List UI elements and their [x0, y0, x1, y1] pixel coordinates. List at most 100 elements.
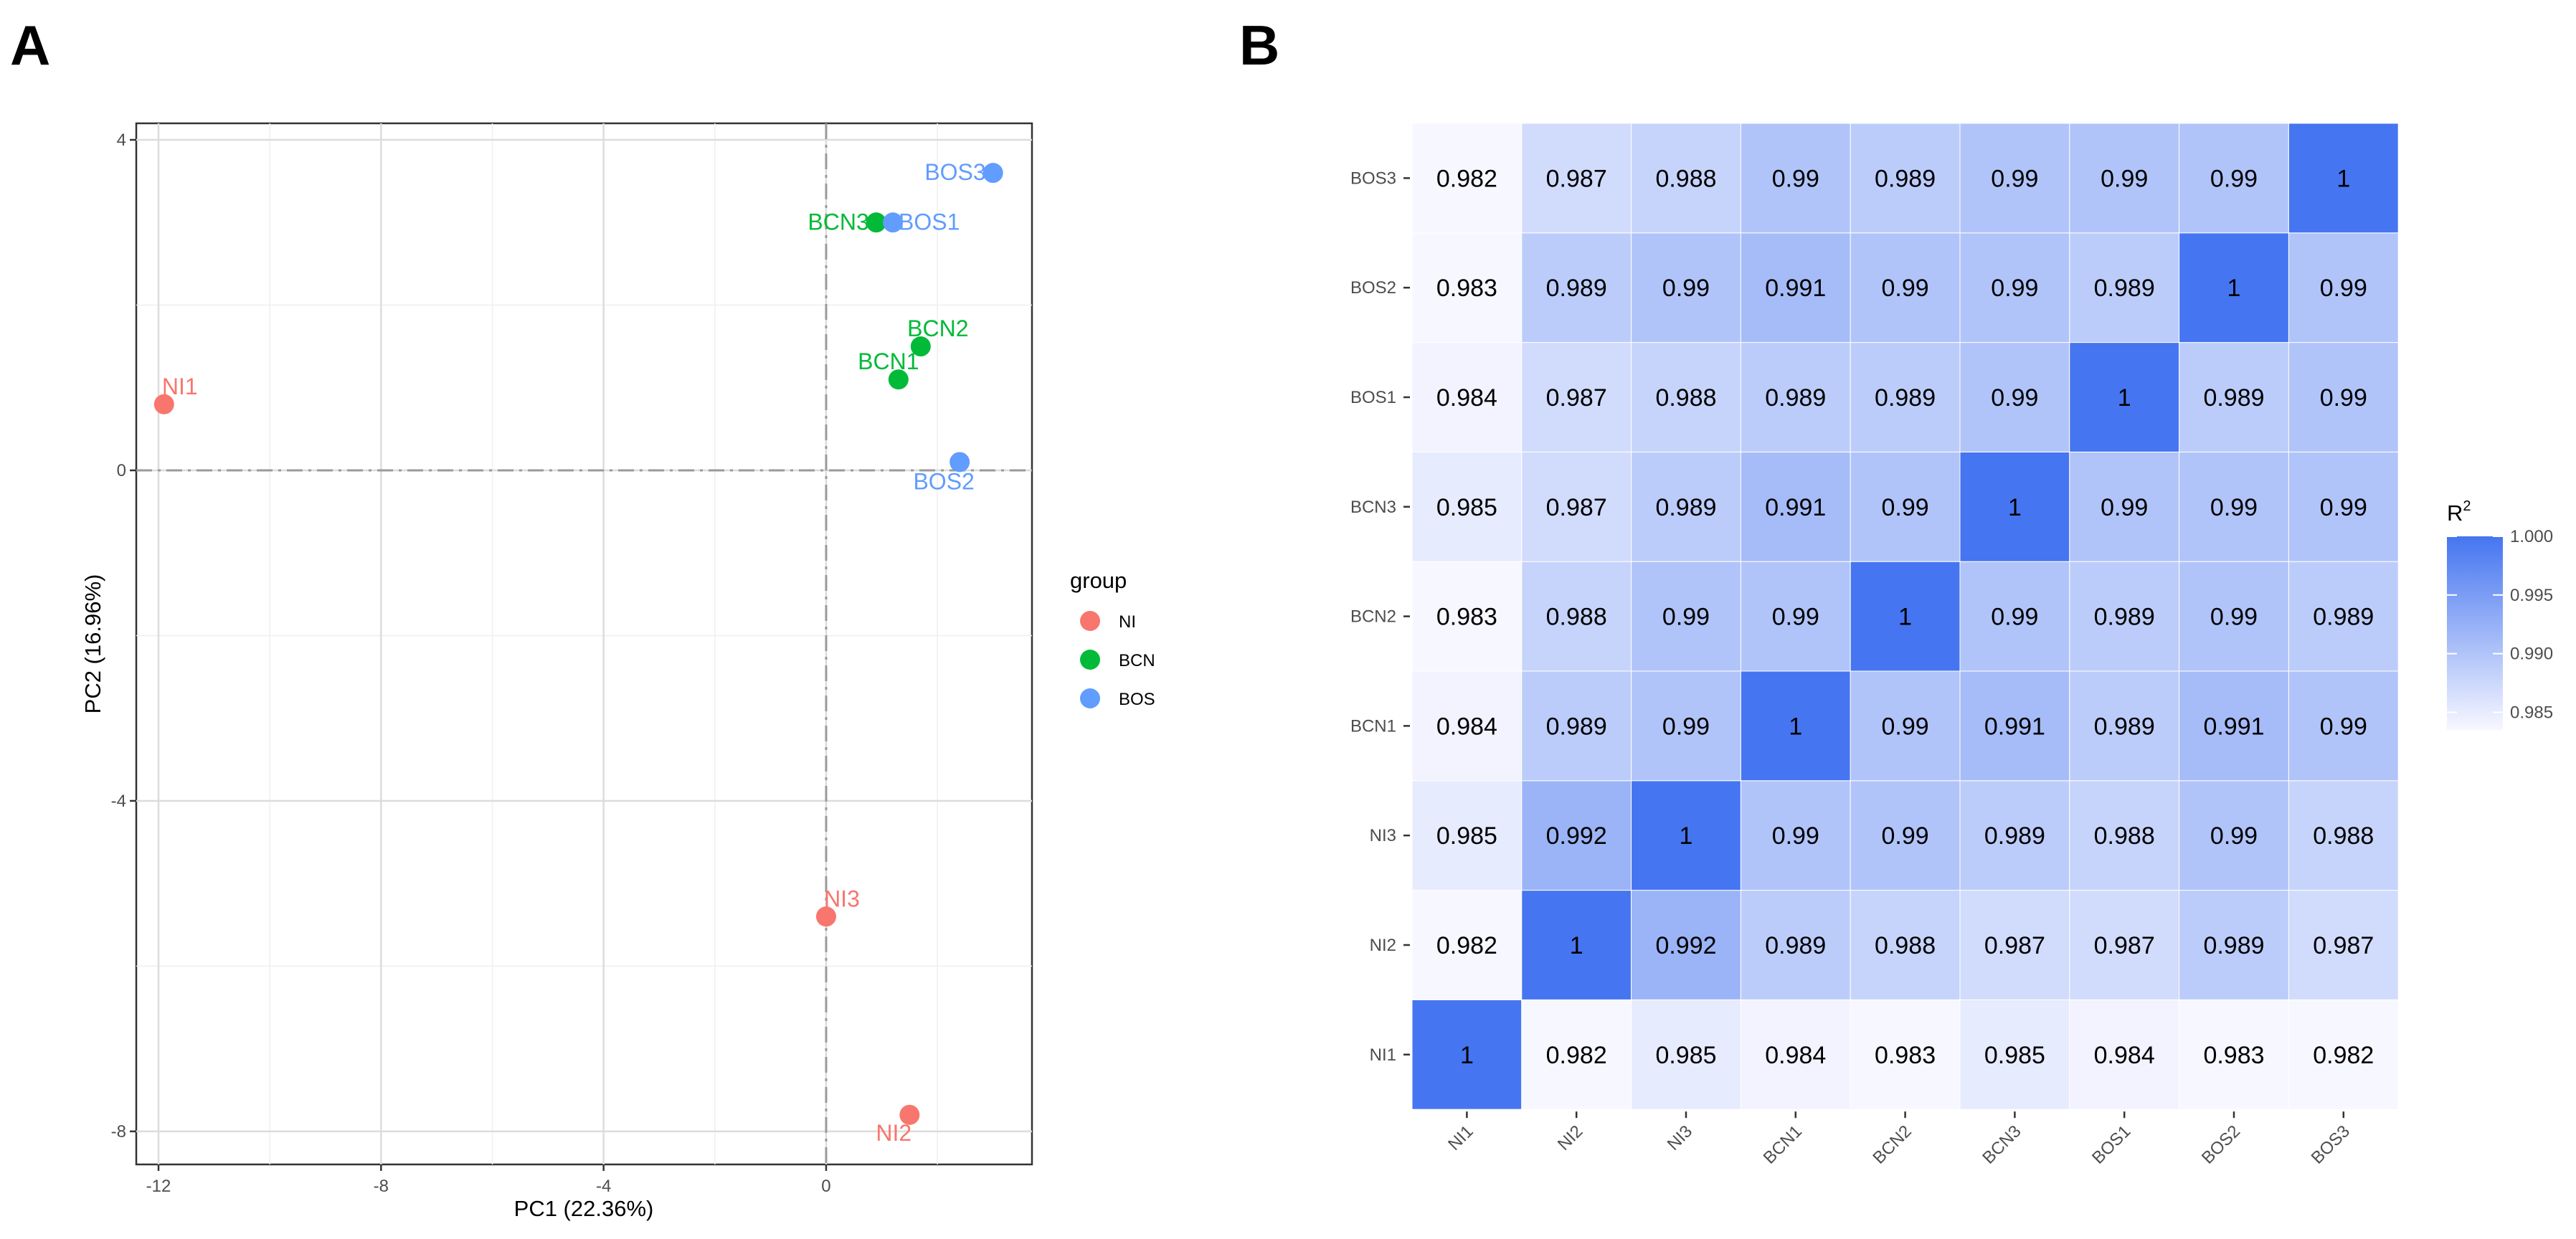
- legend-label-ni: NI: [1119, 612, 1136, 632]
- heatmap-cell-bcn2-bos1: [2069, 561, 2180, 672]
- heatmap-value-bcn2-bos2: 0.99: [2210, 604, 2258, 631]
- heatmap-value-bcn2-bos3: 0.989: [2313, 604, 2374, 631]
- heatmap-y-label-bcn1: BCN1: [1350, 716, 1396, 736]
- heatmap-cell-bcn3-bos2: [2179, 451, 2289, 562]
- heatmap-value-bos2-bos3: 0.99: [2320, 275, 2367, 302]
- heatmap-cell-ni2-bos3: [2288, 890, 2399, 1000]
- y-tick-label: -4: [111, 792, 126, 811]
- heatmap-cell-bos1-bos3: [2288, 342, 2399, 452]
- point-label-bos3: BOS3: [924, 159, 985, 185]
- y-tick-label: -8: [111, 1122, 126, 1141]
- point-ni3: [815, 906, 836, 927]
- heatmap-value-bcn3-bos3: 0.99: [2320, 494, 2367, 521]
- heatmap-y-label-bos2: BOS2: [1350, 278, 1396, 298]
- heatmap-cell-bos2-bos1: [2069, 232, 2180, 343]
- heatmap-value-bos1-ni3: 0.988: [1655, 384, 1716, 412]
- legend-title: group: [1070, 568, 1127, 593]
- x-tick-label: 0: [821, 1177, 830, 1196]
- heatmap-value-ni1-bos3: 0.982: [2313, 1042, 2374, 1069]
- heatmap-cell-bos1-bcn1: [1740, 342, 1851, 452]
- panel-a-label: A: [10, 14, 50, 77]
- heatmap-value-bcn2-bcn1: 0.99: [1772, 604, 1819, 631]
- heatmap-value-ni3-bcn1: 0.99: [1772, 822, 1819, 850]
- heatmap-value-ni1-bos1: 0.984: [2094, 1042, 2155, 1069]
- colorbar-tick-label: 0.985: [2510, 703, 2553, 722]
- point-label-bcn3: BCN3: [808, 209, 868, 234]
- heatmap-value-bcn1-bcn2: 0.99: [1882, 713, 1929, 740]
- heatmap-value-bos1-bos1: 1: [2118, 384, 2131, 412]
- heatmap-colorbar: R2 0.985 0.990 0.995 1.000: [2447, 498, 2553, 730]
- heatmap-cell-ni2-ni3: [1631, 890, 1741, 1000]
- heatmap-y-label-ni3: NI3: [1370, 826, 1396, 845]
- heatmap-cell-bcn1-bos3: [2288, 670, 2399, 782]
- heatmap-value-ni1-bcn1: 0.984: [1765, 1042, 1826, 1069]
- heatmap-cell-ni1-ni3: [1631, 999, 1741, 1110]
- heatmap-cell-ni1-bos2: [2179, 999, 2289, 1110]
- heatmap-value-bcn2-bcn2: 1: [1898, 604, 1912, 631]
- heatmap-value-ni2-ni1: 0.982: [1436, 932, 1497, 959]
- heatmap-cell-bos1-bos2: [2179, 342, 2289, 452]
- heatmap-value-ni1-ni2: 0.982: [1546, 1042, 1607, 1069]
- heatmap-cell-bos2-ni2: [1521, 232, 1632, 343]
- heatmap-cell-ni2-ni2: [1521, 890, 1632, 1000]
- heatmap-cell-bos3-bos3: [2288, 123, 2399, 234]
- point-bcn3: [866, 212, 886, 233]
- heatmap-x-label-bos3: BOS3: [2308, 1121, 2354, 1167]
- heatmap-cell-bcn2-bcn1: [1740, 561, 1851, 672]
- x-tick-label: -12: [146, 1177, 171, 1196]
- heatmap-cell-bos1-bos1: [2069, 342, 2180, 452]
- heatmap-value-bcn1-bos1: 0.989: [2094, 713, 2155, 740]
- heatmap-cell-bos3-bos2: [2179, 123, 2289, 234]
- colorbar-tick-label: 1.000: [2510, 527, 2553, 546]
- heatmap-cell-bos3-bos1: [2069, 123, 2180, 234]
- heatmap-cell-ni2-bcn3: [1959, 890, 2070, 1000]
- heatmap-value-bos3-bcn1: 0.99: [1772, 165, 1819, 192]
- heatmap-value-ni3-bos1: 0.988: [2094, 822, 2155, 850]
- heatmap-cell-bos3-bcn2: [1850, 123, 1961, 234]
- heatmap-value-ni1-bcn3: 0.985: [1984, 1042, 2045, 1069]
- point-bos3: [982, 163, 1003, 184]
- legend-key-bos: [1080, 688, 1100, 708]
- pca-points: NI1 NI2 NI3 BCN1 BCN2 BCN3 BOS1 BOS2 BOS3: [153, 159, 1003, 1146]
- heatmap-value-bos2-bcn2: 0.99: [1882, 275, 1929, 302]
- heatmap-x-label-ni3: NI3: [1664, 1121, 1697, 1154]
- heatmap-cell-bos2-bcn2: [1850, 232, 1961, 343]
- heatmap-cell-ni2-ni1: [1411, 890, 1523, 1000]
- heatmap-value-bos3-ni2: 0.987: [1546, 165, 1607, 192]
- heatmap-cell-bos1-ni1: [1411, 342, 1523, 452]
- heatmap-value-bos1-ni2: 0.987: [1546, 384, 1607, 412]
- heatmap-value-bos1-bcn1: 0.989: [1765, 384, 1826, 412]
- heatmap-cell-bos3-bcn3: [1959, 123, 2070, 234]
- heatmap-cell-bcn1-ni1: [1411, 670, 1523, 782]
- pca-y-axis-title: PC2 (16.96%): [80, 574, 105, 714]
- heatmap-cell-bos3-ni3: [1631, 123, 1741, 234]
- pca-x-axis-ticks: -12 -8 -4 0: [146, 1164, 831, 1196]
- heatmap-cell-bos2-bcn1: [1740, 232, 1851, 343]
- heatmap-cell-ni2-bcn2: [1850, 890, 1961, 1000]
- panel-a-pca-plot: A -12 -8 -4 0 -8 -4 0 4 NI1 NI2 NI3 BCN1 BCN2 BCN3 B…: [10, 14, 1155, 1221]
- colorbar-gradient: [2447, 536, 2503, 730]
- heatmap-cell-bos1-ni2: [1521, 342, 1632, 452]
- heatmap-x-label-ni2: NI2: [1554, 1121, 1587, 1154]
- heatmap-value-bos3-bos1: 0.99: [2101, 165, 2148, 192]
- heatmap-cell-bcn3-bcn3: [1959, 451, 2070, 562]
- heatmap-cell-bcn1-bos2: [2179, 670, 2289, 782]
- legend-key-ni: [1080, 611, 1100, 631]
- pca-x-axis-title: PC1 (22.36%): [514, 1196, 654, 1221]
- heatmap-cell-ni3-bos1: [2069, 780, 2180, 891]
- point-label-bcn2: BCN2: [907, 315, 968, 341]
- point-label-ni3: NI3: [824, 886, 860, 911]
- heatmap-value-bos1-bos3: 0.99: [2320, 384, 2367, 412]
- heatmap-value-bcn1-bcn1: 1: [1789, 713, 1802, 740]
- legend-key-bcn: [1080, 650, 1100, 670]
- legend-label-bos: BOS: [1119, 690, 1155, 709]
- heatmap-y-label-bos1: BOS1: [1350, 388, 1396, 407]
- heatmap-x-label-ni1: NI1: [1444, 1121, 1477, 1154]
- heatmap-cell-bos3-bcn1: [1740, 123, 1851, 234]
- heatmap-cell-ni3-bcn1: [1740, 780, 1851, 891]
- point-label-bos2: BOS2: [913, 468, 974, 494]
- heatmap-cell-ni2-bos1: [2069, 890, 2180, 1000]
- heatmap-cell-bos1-bcn2: [1850, 342, 1961, 452]
- heatmap-value-ni3-bcn2: 0.99: [1882, 822, 1929, 850]
- point-ni1: [153, 394, 174, 414]
